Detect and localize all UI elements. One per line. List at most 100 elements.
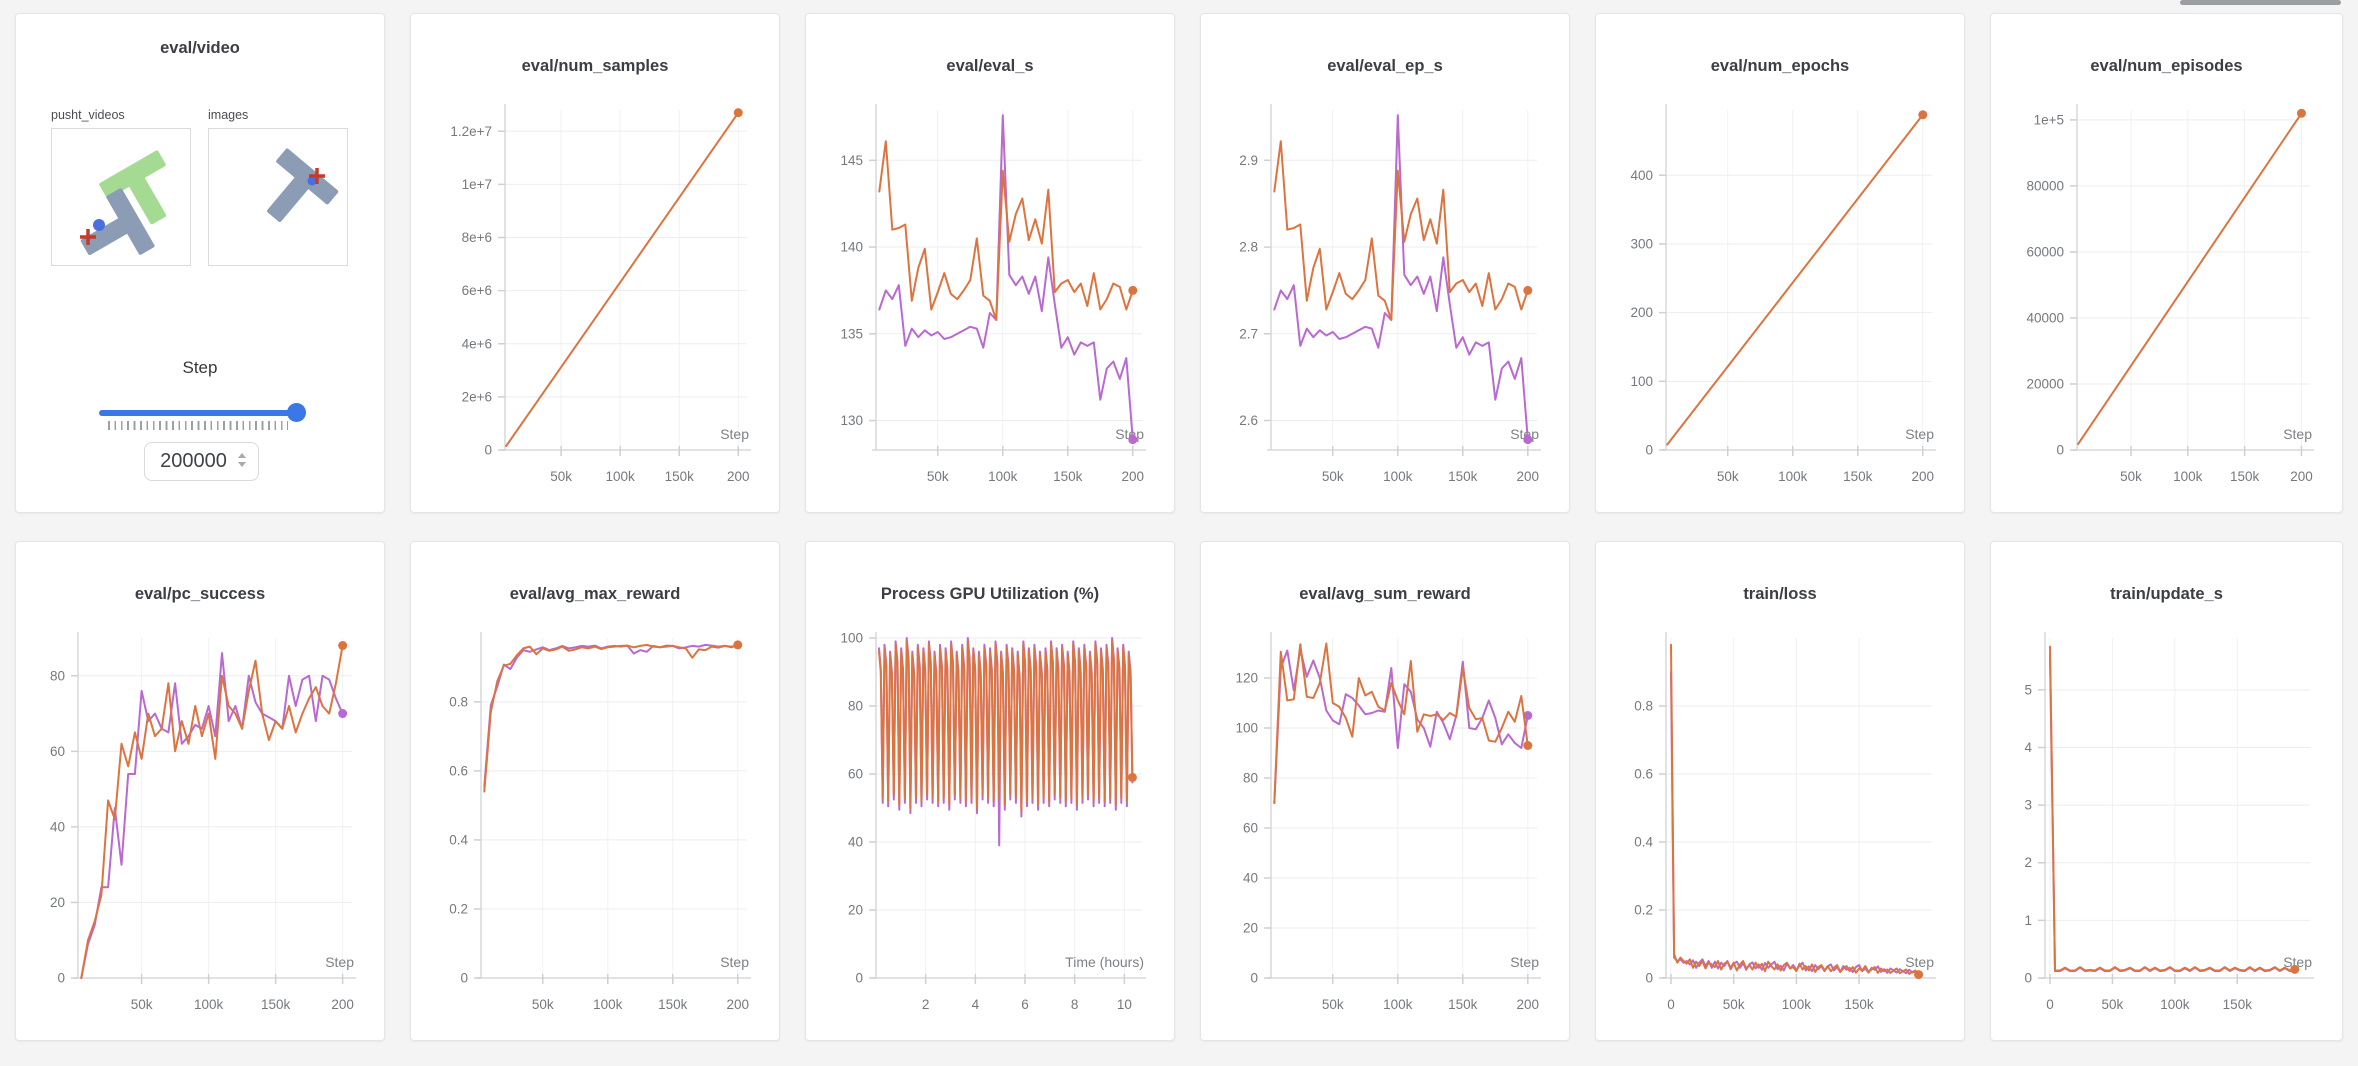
svg-text:0: 0 <box>2024 971 2032 986</box>
line-chart-train-loss[interactable]: 0 0.2 0.4 0.6 0.8 0 50k 100k 150k Step <box>1596 620 1964 1042</box>
svg-text:1: 1 <box>2024 913 2032 928</box>
svg-text:300: 300 <box>1630 236 1653 251</box>
svg-text:0: 0 <box>1645 971 1653 986</box>
svg-text:60000: 60000 <box>2026 244 2064 259</box>
pusht-video-thumbnail[interactable] <box>51 128 191 266</box>
line-chart-gpu-utilization[interactable]: 0 20 40 60 80 100 2 4 6 8 10 Time (hours) <box>806 620 1174 1042</box>
svg-text:50k: 50k <box>1322 997 1344 1012</box>
panel-title: eval/eval_s <box>946 57 1034 75</box>
panel-train-loss: train/loss 0 0.2 0.4 0.6 0.8 0 50k 100k 150k Step <box>1595 541 1965 1041</box>
svg-text:50k: 50k <box>2102 997 2124 1012</box>
images-thumbnail[interactable] <box>208 128 348 266</box>
svg-text:0: 0 <box>1250 971 1258 986</box>
svg-text:40: 40 <box>848 835 863 850</box>
chevron-down-icon[interactable] <box>238 462 246 467</box>
svg-text:200: 200 <box>1517 997 1540 1012</box>
svg-text:0: 0 <box>1645 443 1653 458</box>
svg-text:200: 200 <box>1517 469 1540 484</box>
svg-text:0.4: 0.4 <box>449 832 468 847</box>
agent-dot-icon <box>307 176 317 186</box>
panel-title: train/update_s <box>2110 585 2223 603</box>
svg-text:0: 0 <box>484 443 492 458</box>
svg-text:3: 3 <box>2024 798 2032 813</box>
svg-text:200: 200 <box>1122 469 1145 484</box>
svg-text:80: 80 <box>1243 771 1258 786</box>
svg-text:8: 8 <box>1071 997 1079 1012</box>
svg-text:100k: 100k <box>1778 469 1808 484</box>
svg-text:2.9: 2.9 <box>1239 153 1258 168</box>
svg-text:150k: 150k <box>2230 469 2260 484</box>
svg-text:0.8: 0.8 <box>1634 699 1653 714</box>
svg-text:60: 60 <box>1243 821 1258 836</box>
svg-text:100: 100 <box>1235 721 1258 736</box>
svg-text:0.8: 0.8 <box>449 694 468 709</box>
svg-text:150k: 150k <box>1843 469 1873 484</box>
svg-text:100: 100 <box>1630 374 1653 389</box>
svg-text:200: 200 <box>727 469 750 484</box>
svg-text:200: 200 <box>2290 469 2313 484</box>
svg-text:150k: 150k <box>665 469 695 484</box>
line-chart-eval-pc-success[interactable]: 0 20 40 60 80 50k 100k 150k 200 Step <box>16 620 384 1042</box>
svg-text:50k: 50k <box>927 469 949 484</box>
svg-text:4e+6: 4e+6 <box>462 336 492 351</box>
media-label-images: images <box>208 108 249 122</box>
svg-text:100k: 100k <box>194 997 224 1012</box>
panel-title: eval/eval_ep_s <box>1327 57 1443 75</box>
svg-text:2.7: 2.7 <box>1239 326 1258 341</box>
line-chart-eval-num-samples[interactable]: 0 2e+6 4e+6 6e+6 8e+6 1e+7 1.2e+7 50k 100k 150k 20… <box>411 92 779 514</box>
svg-text:20: 20 <box>1243 921 1258 936</box>
svg-text:6: 6 <box>1021 997 1029 1012</box>
chevron-up-icon[interactable] <box>238 453 246 458</box>
horizontal-scrollbar-thumb[interactable] <box>2180 0 2341 5</box>
panel-title: eval/num_episodes <box>2090 57 2243 75</box>
svg-text:0.4: 0.4 <box>1634 835 1653 850</box>
panel-eval-avg-sum-reward: eval/avg_sum_reward 0 20 40 60 80 100 120 50k 10… <box>1200 541 1570 1041</box>
step-slider-track[interactable] <box>99 410 303 416</box>
panel-title: eval/pc_success <box>134 585 266 603</box>
svg-text:Time (hours): Time (hours) <box>1065 954 1144 970</box>
svg-text:120: 120 <box>1235 671 1258 686</box>
panel-title: train/loss <box>1743 585 1817 603</box>
line-chart-train-update-s[interactable]: 0 1 2 3 4 5 0 50k 100k 150k Step <box>1991 620 2342 1042</box>
svg-text:0.2: 0.2 <box>1634 903 1653 918</box>
line-chart-eval-avg-max-reward[interactable]: 0 0.2 0.4 0.6 0.8 50k 100k 150k 200 Step <box>411 620 779 1042</box>
svg-text:0.2: 0.2 <box>449 901 468 916</box>
agent-dot-icon <box>93 219 105 231</box>
svg-text:50k: 50k <box>532 997 554 1012</box>
panel-eval-pc-success: eval/pc_success 0 20 40 60 80 50k 100k 150k 200 S… <box>15 541 385 1041</box>
svg-text:100k: 100k <box>593 997 623 1012</box>
stepper-chevrons[interactable] <box>238 453 246 467</box>
panel-train-update-s: train/update_s 0 1 2 3 4 5 0 50k 100k 150k Step <box>1990 541 2343 1041</box>
svg-text:0: 0 <box>2046 997 2054 1012</box>
svg-text:Step: Step <box>325 954 354 970</box>
svg-text:100k: 100k <box>988 469 1018 484</box>
svg-text:0: 0 <box>460 971 468 986</box>
panel-title: eval/avg_max_reward <box>509 585 681 603</box>
svg-text:100k: 100k <box>1782 997 1812 1012</box>
svg-text:4: 4 <box>2024 740 2032 755</box>
svg-text:4: 4 <box>972 997 980 1012</box>
svg-text:1e+7: 1e+7 <box>462 177 492 192</box>
svg-text:0: 0 <box>855 971 863 986</box>
panel-title: eval/avg_sum_reward <box>1299 585 1471 603</box>
svg-text:200: 200 <box>1630 305 1653 320</box>
svg-text:80: 80 <box>50 668 65 683</box>
svg-text:0: 0 <box>57 971 65 986</box>
svg-text:0.6: 0.6 <box>1634 767 1653 782</box>
panel-eval-avg-max-reward: eval/avg_max_reward 0 0.2 0.4 0.6 0.8 50k 100k… <box>410 541 780 1041</box>
svg-text:150k: 150k <box>1844 997 1874 1012</box>
line-chart-eval-num-episodes[interactable]: 0 20000 40000 60000 80000 1e+5 50k 100k 150k 200 S… <box>1991 92 2342 514</box>
slider-tick-marks <box>108 421 288 430</box>
svg-text:2: 2 <box>922 997 930 1012</box>
line-chart-eval-avg-sum-reward[interactable]: 0 20 40 60 80 100 120 50k 100k 150k 200 Step <box>1201 620 1569 1042</box>
svg-text:150k: 150k <box>2223 997 2253 1012</box>
images-scene-graphic <box>267 148 339 223</box>
step-slider-thumb[interactable] <box>287 403 306 422</box>
svg-text:60: 60 <box>848 767 863 782</box>
svg-text:80: 80 <box>848 699 863 714</box>
step-number-input[interactable] <box>144 442 259 481</box>
svg-text:2.8: 2.8 <box>1239 240 1258 255</box>
line-chart-eval-num-epochs[interactable]: 0 100 200 300 400 50k 100k 150k 200 Step <box>1596 92 1964 514</box>
